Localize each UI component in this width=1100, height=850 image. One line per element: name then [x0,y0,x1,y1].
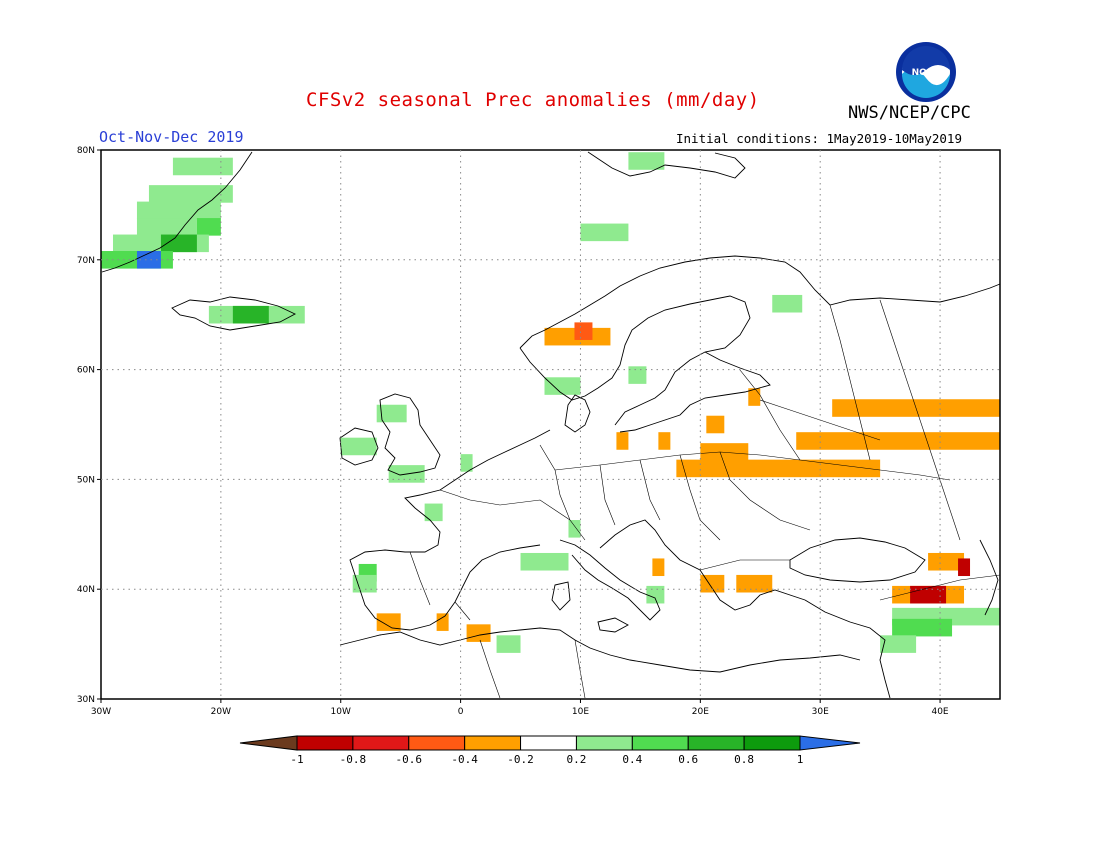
anomaly-cell [796,432,1000,450]
legend-swatch [575,735,633,751]
lon-tick-label: 0 [458,707,464,717]
anomaly-cell [676,459,881,478]
anomaly-cell [148,185,233,203]
anomaly-cell [700,443,749,461]
coastlines [101,151,1001,699]
anomaly-cell [772,294,803,313]
lat-tick-label: 60N [77,366,95,376]
forecast-period: Oct-Nov-Dec 2019 [99,128,244,146]
legend-label: -0.2 [507,753,534,766]
anomaly-cell [652,558,665,577]
legend-label: -0.4 [451,753,478,766]
lat-tick-label: 50N [77,475,95,485]
longitude-tick-labels: 30W 20W 10W 0 10E 20E 30E 40E [91,707,949,717]
anomaly-cell [706,415,725,434]
anomaly-cell [424,503,443,522]
lon-tick-label: 30E [812,707,829,717]
latitude-tick-labels: 80N 70N 60N 50N 40N 30N [77,146,95,705]
lat-tick-label: 40N [77,585,95,595]
legend-swatch [520,735,577,751]
anomaly-cell [628,152,665,170]
color-bar-legend: -1 -0.8 -0.6 -0.4 -0.2 0.2 0.4 0.6 0.8 1 [239,735,861,766]
anomaly-cell [892,618,953,637]
noaa-logo-text: NOAA [912,68,941,78]
anomaly-cell [232,305,269,324]
map-title: CFSv2 seasonal Prec anomalies (mm/day) [306,89,760,111]
lat-tick-label: 80N [77,146,95,156]
lat-tick-label: 70N [77,256,95,266]
anomaly-cell [466,624,491,642]
anomaly-cell [748,388,761,406]
lon-tick-label: 10W [331,707,351,717]
map-frame [100,149,1001,700]
legend-label: 0.2 [567,753,587,766]
anomaly-cell [340,437,377,456]
anomaly-cell [574,322,593,340]
legend-swatch [352,735,410,751]
anomaly-cell [700,574,725,593]
anomaly-cell [136,201,221,220]
anomaly-cell [580,223,629,242]
anomaly-cell [496,635,521,653]
anomaly-cell [628,366,647,384]
anomaly-cell [958,558,971,577]
anomaly-cell [460,454,473,472]
legend-high-arrow [799,735,861,751]
legend-label: -0.6 [396,753,423,766]
noaa-logo: NOAA [896,42,956,102]
anomaly-cell [160,234,197,253]
anomaly-cell [616,432,629,450]
legend-swatch [631,735,689,751]
lon-tick-label: 10E [572,707,589,717]
anomaly-cell [928,552,965,571]
anomaly-cell [136,251,161,269]
legend-label: -0.8 [340,753,367,766]
legend-swatch [464,735,522,751]
legend-low-arrow [239,735,298,751]
lon-tick-label: 20W [211,707,231,717]
legend-swatch [743,735,801,751]
anomaly-cell [568,520,581,538]
anomaly-cell [910,585,947,604]
anomaly-cell [646,585,665,604]
anomaly-cell [376,404,407,423]
legend-label: -1 [290,753,303,766]
anomaly-cell [136,218,197,236]
graticule [97,149,1000,703]
lon-tick-label: 20E [692,707,709,717]
legend-label: 1 [797,753,804,766]
legend-label: 0.6 [678,753,698,766]
anomaly-cell [352,574,377,593]
agency-label: NWS/NCEP/CPC [848,103,971,123]
country-borders [409,299,1001,699]
anomaly-cell [520,552,569,571]
initial-conditions: Initial conditions: 1May2019-10May2019 [676,131,962,146]
lon-tick-label: 40E [931,707,948,717]
lon-tick-label: 30W [91,707,111,717]
anomaly-cell [376,613,401,631]
anomaly-cell [880,635,917,653]
anomaly-cell [736,574,773,593]
anomaly-cell [172,157,233,176]
anomaly-cell [658,432,671,450]
anomaly-cell [196,218,221,236]
legend-label: 0.8 [734,753,754,766]
legend-swatch [408,735,466,751]
lat-tick-label: 30N [77,695,95,705]
legend-swatch [296,735,354,751]
legend-label: 0.4 [622,753,642,766]
anomaly-cell [544,377,581,395]
anomaly-cell [436,613,449,631]
anomaly-cells [101,152,1000,653]
legend-swatch [687,735,745,751]
